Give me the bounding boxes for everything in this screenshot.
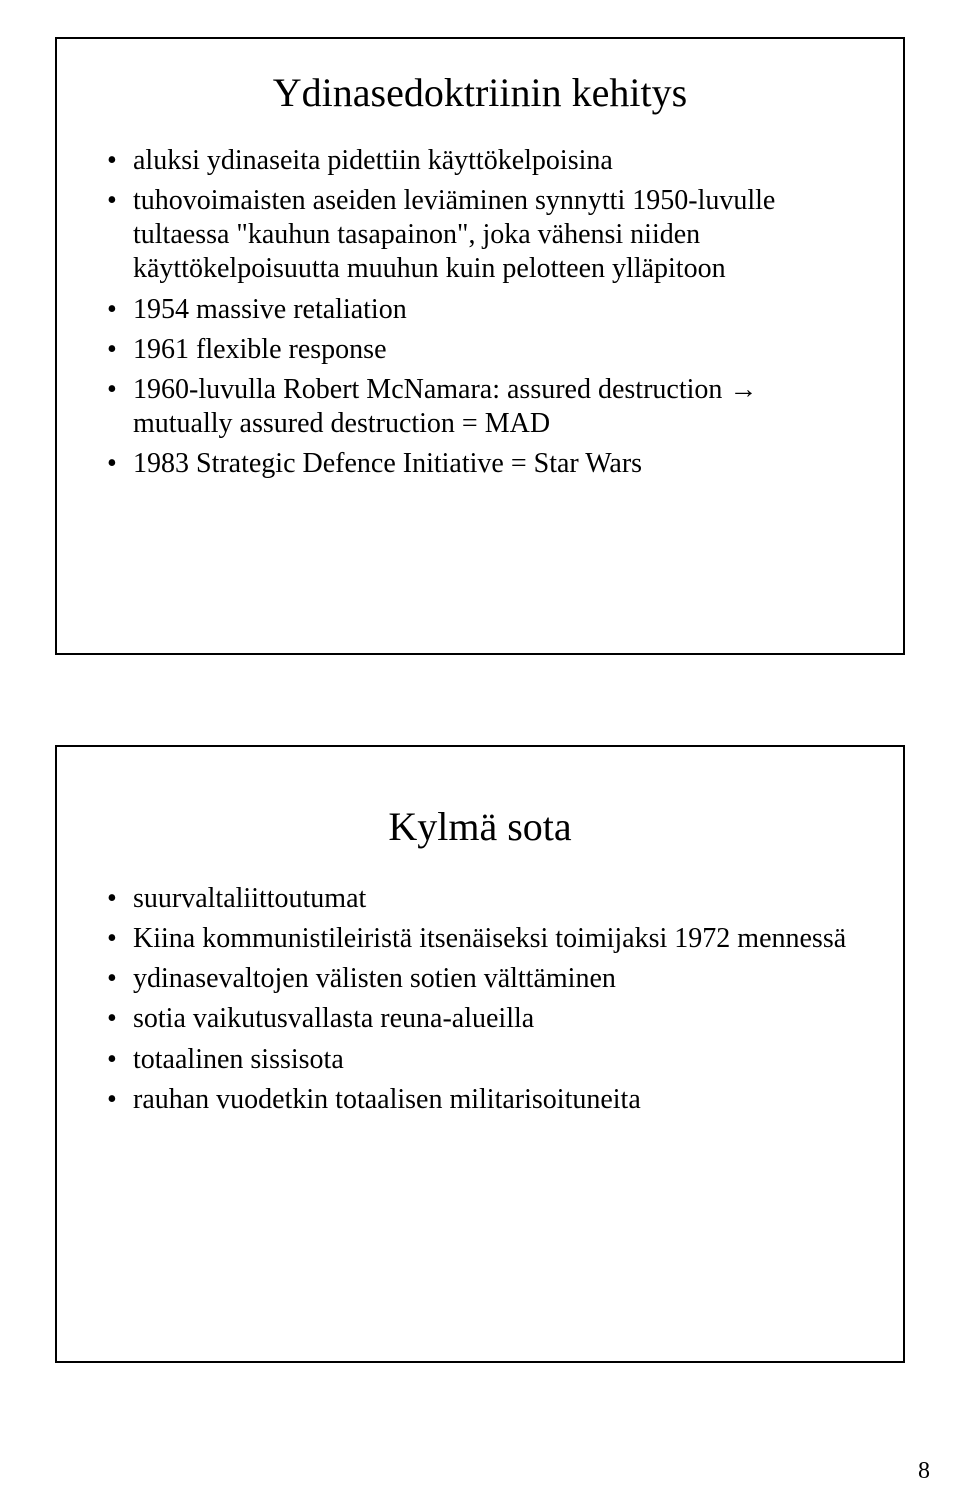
slide-1-bullets: aluksi ydinaseita pidettiin käyttökelpoi… bbox=[103, 144, 857, 481]
slide-2-title: Kylmä sota bbox=[103, 803, 857, 850]
list-item: 1960-luvulla Robert McNamara: assured de… bbox=[103, 373, 857, 441]
slide-2-bullets: suurvaltaliittoutumat Kiina kommunistile… bbox=[103, 882, 857, 1117]
slide-1-title: Ydinasedoktriinin kehitys bbox=[103, 69, 857, 116]
list-item: Kiina kommunistileiristä itsenäiseksi to… bbox=[103, 922, 857, 956]
page-number: 8 bbox=[918, 1458, 930, 1485]
list-item: rauhan vuodetkin totaalisen militarisoit… bbox=[103, 1083, 857, 1117]
list-item: ydinasevaltojen välisten sotien välttämi… bbox=[103, 962, 857, 996]
list-item: aluksi ydinaseita pidettiin käyttökelpoi… bbox=[103, 144, 857, 178]
slide-1: Ydinasedoktriinin kehitys aluksi ydinase… bbox=[55, 37, 905, 655]
list-item: 1954 massive retaliation bbox=[103, 293, 857, 327]
list-item: 1961 flexible response bbox=[103, 333, 857, 367]
list-item: 1983 Strategic Defence Initiative = Star… bbox=[103, 447, 857, 481]
list-item: totaalinen sissisota bbox=[103, 1043, 857, 1077]
list-item: tuhovoimaisten aseiden leviäminen synnyt… bbox=[103, 184, 857, 286]
list-item: suurvaltaliittoutumat bbox=[103, 882, 857, 916]
slide-2: Kylmä sota suurvaltaliittoutumat Kiina k… bbox=[55, 745, 905, 1363]
list-item: sotia vaikutusvallasta reuna-alueilla bbox=[103, 1002, 857, 1036]
